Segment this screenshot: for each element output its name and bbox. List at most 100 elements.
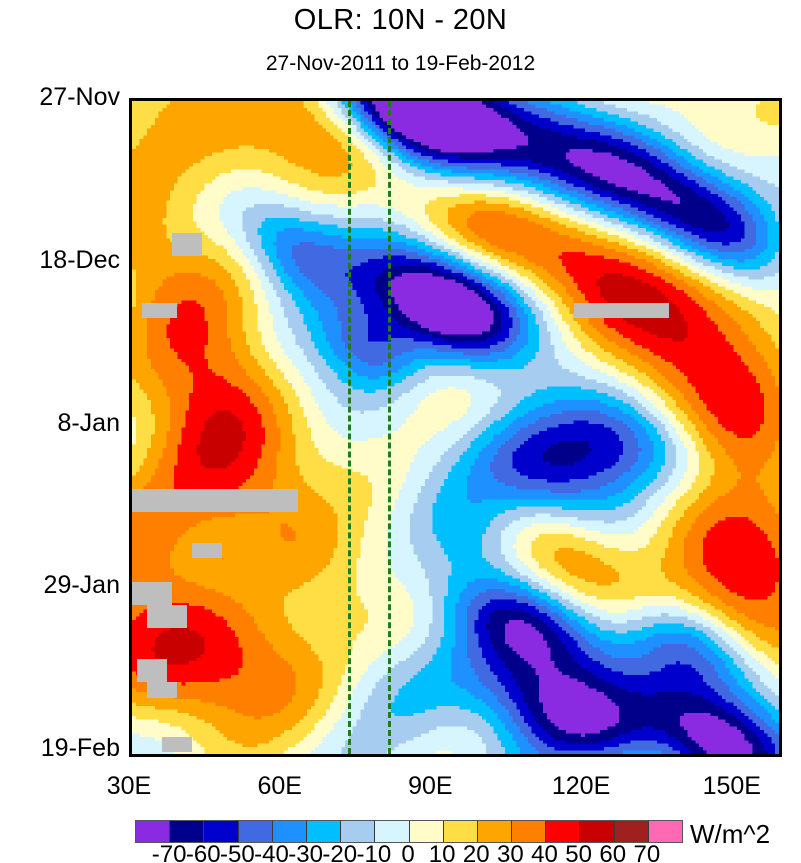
colorbar-cell-14: [614, 821, 649, 842]
colorbar-cell-6: [341, 821, 376, 842]
reference-line: [347, 101, 351, 754]
missing-data-block: [192, 542, 223, 559]
y-axis-label: 27-Nov: [39, 83, 120, 111]
colorbar-cell-12: [546, 821, 581, 842]
colorbar-label: -60: [185, 841, 221, 863]
colorbar-cell-5: [306, 821, 342, 842]
x-axis-minor-tick: [634, 98, 636, 101]
y-axis-minor-tick: [129, 155, 132, 157]
colorbar-label: -10: [356, 841, 392, 863]
colorbar-cell-3: [238, 821, 273, 842]
colorbar-cell-9: [443, 821, 478, 842]
missing-data-block: [137, 659, 168, 683]
missing-data-block: [142, 302, 178, 319]
colorbar-cell-11: [512, 821, 547, 842]
x-axis-minor-tick: [383, 98, 385, 101]
y-axis-minor-tick: [129, 698, 132, 700]
x-axis-minor-tick: [534, 98, 536, 101]
colorbar-cell-15: [648, 821, 682, 842]
missing-data-block: [574, 302, 670, 319]
y-axis-tick: [779, 589, 782, 592]
x-axis-label: 150E: [702, 772, 761, 800]
x-axis-minor-tick: [484, 754, 486, 757]
colorbar-cell-8: [409, 821, 444, 842]
y-axis-minor-tick: [129, 372, 132, 374]
colorbar-cell-1: [170, 821, 205, 842]
colorbar-cell-7: [375, 821, 410, 842]
y-axis-label: 18-Dec: [39, 245, 120, 274]
x-axis-tick: [735, 98, 738, 101]
y-axis-minor-tick: [779, 698, 782, 700]
y-axis-minor-tick: [779, 372, 782, 374]
y-axis-minor-tick: [779, 155, 782, 157]
x-axis-tick: [735, 754, 738, 757]
hovmoller-field: [132, 101, 779, 754]
missing-data-block: [132, 581, 173, 605]
colorbar-label: 0: [401, 841, 415, 863]
colorbar-label: -70: [151, 841, 187, 863]
x-axis-minor-tick: [182, 98, 184, 101]
colorbar-label: 10: [428, 841, 456, 863]
y-axis-minor-tick: [129, 318, 132, 320]
x-axis-minor-tick: [182, 754, 184, 757]
x-axis-minor-tick: [333, 754, 335, 757]
x-axis-tick: [433, 754, 436, 757]
y-axis-minor-tick: [779, 318, 782, 320]
plot-area: [129, 98, 782, 757]
colorbar-label: -50: [220, 841, 255, 863]
y-axis-minor-tick: [129, 535, 132, 537]
reference-line: [388, 101, 392, 754]
y-axis-tick: [129, 427, 132, 430]
y-axis-tick: [129, 101, 132, 104]
chart-title: OLR: 10N - 20N: [293, 4, 508, 36]
colorbar-label: -20: [322, 841, 358, 863]
x-axis-minor-tick: [333, 98, 335, 101]
y-axis-minor-tick: [779, 481, 782, 483]
colorbar-cell-4: [272, 821, 307, 842]
x-axis-minor-tick: [685, 754, 687, 757]
x-axis-label: 30E: [106, 772, 152, 800]
x-axis-tick: [584, 754, 587, 757]
x-axis-minor-tick: [232, 754, 234, 757]
x-axis-tick: [584, 98, 587, 101]
y-axis-minor-tick: [129, 210, 132, 212]
colorbar-label: 30: [497, 841, 524, 863]
colorbar-unit: W/m^2: [690, 819, 771, 849]
missing-data-block: [172, 232, 203, 257]
x-axis-tick: [132, 98, 135, 101]
colorbar-label: -40: [254, 841, 289, 863]
x-axis-tick: [433, 98, 436, 101]
x-axis-minor-tick: [685, 98, 687, 101]
y-axis-minor-tick: [129, 481, 132, 483]
missing-data-block: [162, 736, 193, 753]
x-axis-minor-tick: [232, 98, 234, 101]
y-axis-tick: [129, 264, 132, 267]
colorbar-label: 20: [462, 841, 490, 863]
x-axis-label: 120E: [551, 772, 611, 800]
colorbar-label: 50: [565, 841, 592, 863]
y-axis-tick: [779, 427, 782, 430]
y-axis-label: 8-Jan: [57, 408, 120, 437]
x-axis-minor-tick: [383, 754, 385, 757]
colorbar-cell-0: [136, 821, 171, 842]
colorbar-cell-13: [580, 821, 615, 842]
x-axis-minor-tick: [534, 754, 536, 757]
y-axis-tick: [779, 101, 782, 104]
y-axis-minor-tick: [779, 210, 782, 212]
x-axis-label: 60E: [257, 772, 302, 800]
y-axis-tick: [779, 264, 782, 267]
y-axis-minor-tick: [779, 535, 782, 537]
missing-data-block: [147, 682, 178, 698]
y-axis-label: 29-Jan: [43, 571, 120, 600]
colorbar-label: 70: [633, 841, 661, 863]
x-axis-tick: [132, 754, 135, 757]
x-axis-minor-tick: [634, 754, 636, 757]
missing-data-block: [132, 488, 298, 512]
colorbar-label: 60: [599, 841, 627, 863]
colorbar: [135, 820, 683, 843]
x-axis-tick: [283, 98, 286, 101]
chart-subtitle: 27-Nov-2011 to 19-Feb-2012: [265, 52, 536, 75]
y-axis-tick: [129, 589, 132, 592]
y-axis-minor-tick: [129, 644, 132, 646]
